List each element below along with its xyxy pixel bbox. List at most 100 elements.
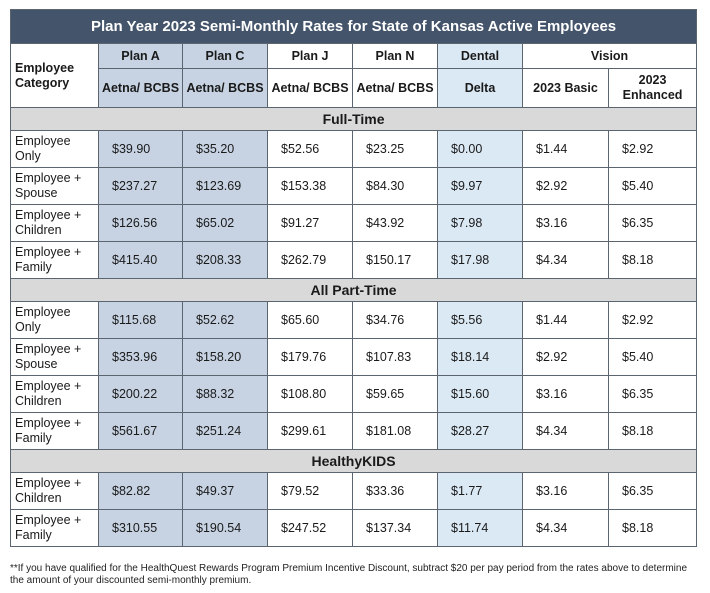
plan-c-rate: $65.02 xyxy=(182,204,268,242)
dental-rate: $0.00 xyxy=(437,130,523,168)
table-row: Employee + Children $82.82 $49.37 $79.52… xyxy=(10,472,698,510)
section-header-healthykids: HealthyKIDS xyxy=(9,449,698,473)
row-category: Employee + Children xyxy=(10,204,99,242)
plan-n-rate: $43.92 xyxy=(352,204,438,242)
plan-j-carrier: Aetna/ BCBS xyxy=(267,68,353,108)
plan-j-rate: $299.61 xyxy=(267,412,353,450)
vision-enhanced-rate: $8.18 xyxy=(607,412,698,450)
row-category: Employee Only xyxy=(10,301,99,339)
plan-a-carrier: Aetna/ BCBS xyxy=(98,68,183,108)
plan-j-rate: $179.76 xyxy=(267,338,353,376)
plan-j-header: Plan J xyxy=(267,43,353,69)
plan-c-header: Plan C xyxy=(182,43,268,69)
plan-c-rate: $190.54 xyxy=(182,509,268,547)
plan-a-header: Plan A xyxy=(98,43,183,69)
row-category: Employee + Family xyxy=(10,412,99,450)
table-row: Employee Only $115.68 $52.62 $65.60 $34.… xyxy=(10,301,698,339)
row-category: Employee + Spouse xyxy=(10,167,99,205)
dental-rate: $1.77 xyxy=(437,472,523,510)
plan-c-rate: $123.69 xyxy=(182,167,268,205)
vision-enhanced-rate: $2.92 xyxy=(607,301,698,339)
vision-enhanced-header: 2023 Enhanced xyxy=(607,68,698,108)
plan-a-rate: $561.67 xyxy=(98,412,183,450)
employee-category-header: Employee Category xyxy=(10,43,99,108)
vision-basic-rate: $4.34 xyxy=(522,509,609,547)
dental-rate: $9.97 xyxy=(437,167,523,205)
vision-enhanced-rate: $6.35 xyxy=(607,472,698,510)
plan-c-rate: $49.37 xyxy=(182,472,268,510)
plan-a-rate: $310.55 xyxy=(98,509,183,547)
vision-basic-rate: $3.16 xyxy=(522,472,609,510)
vision-header: Vision xyxy=(521,43,698,69)
dental-rate: $5.56 xyxy=(437,301,523,339)
plan-c-rate: $208.33 xyxy=(182,241,268,279)
table-title: Plan Year 2023 Semi-Monthly Rates for St… xyxy=(9,9,698,44)
plan-n-rate: $181.08 xyxy=(352,412,438,450)
plan-n-rate: $137.34 xyxy=(352,509,438,547)
table-row: Employee + Family $415.40 $208.33 $262.7… xyxy=(10,241,698,279)
vision-enhanced-rate: $2.92 xyxy=(607,130,698,168)
dental-carrier: Delta xyxy=(437,68,523,108)
plan-a-rate: $237.27 xyxy=(98,167,183,205)
plan-j-rate: $153.38 xyxy=(267,167,353,205)
plan-n-rate: $23.25 xyxy=(352,130,438,168)
vision-basic-rate: $4.34 xyxy=(522,412,609,450)
plan-j-rate: $262.79 xyxy=(267,241,353,279)
footnote: **If you have qualified for the HealthQu… xyxy=(10,563,688,586)
table-row: Employee + Spouse $353.96 $158.20 $179.7… xyxy=(10,338,698,376)
row-category: Employee Only xyxy=(10,130,99,168)
dental-rate: $18.14 xyxy=(437,338,523,376)
plan-a-rate: $39.90 xyxy=(98,130,183,168)
row-category: Employee + Children xyxy=(10,472,99,510)
vision-enhanced-rate: $5.40 xyxy=(607,167,698,205)
plan-c-rate: $158.20 xyxy=(182,338,268,376)
vision-basic-rate: $1.44 xyxy=(522,301,609,339)
plan-a-rate: $200.22 xyxy=(98,375,183,413)
vision-basic-rate: $3.16 xyxy=(522,204,609,242)
vision-basic-header: 2023 Basic xyxy=(522,68,609,108)
plan-a-rate: $126.56 xyxy=(98,204,183,242)
vision-enhanced-rate: $6.35 xyxy=(607,204,698,242)
table-row: Employee + Family $310.55 $190.54 $247.5… xyxy=(10,509,698,547)
section-header-all-part-time: All Part-Time xyxy=(9,278,698,302)
vision-basic-rate: $1.44 xyxy=(522,130,609,168)
table-row: Employee + Family $561.67 $251.24 $299.6… xyxy=(10,412,698,450)
vision-enhanced-rate: $8.18 xyxy=(607,509,698,547)
plan-n-rate: $84.30 xyxy=(352,167,438,205)
table-row: Employee + Children $126.56 $65.02 $91.2… xyxy=(10,204,698,242)
plan-a-rate: $115.68 xyxy=(98,301,183,339)
plan-c-rate: $52.62 xyxy=(182,301,268,339)
plan-a-rate: $353.96 xyxy=(98,338,183,376)
plan-n-header: Plan N xyxy=(352,43,438,69)
vision-basic-rate: $4.34 xyxy=(522,241,609,279)
plan-n-rate: $34.76 xyxy=(352,301,438,339)
plan-c-rate: $88.32 xyxy=(182,375,268,413)
plan-a-rate: $82.82 xyxy=(98,472,183,510)
dental-rate: $17.98 xyxy=(437,241,523,279)
vision-enhanced-rate: $6.35 xyxy=(607,375,698,413)
vision-basic-rate: $3.16 xyxy=(522,375,609,413)
dental-rate: $15.60 xyxy=(437,375,523,413)
plan-j-rate: $91.27 xyxy=(267,204,353,242)
plan-n-rate: $107.83 xyxy=(352,338,438,376)
plan-a-rate: $415.40 xyxy=(98,241,183,279)
plan-j-rate: $52.56 xyxy=(267,130,353,168)
dental-rate: $11.74 xyxy=(437,509,523,547)
vision-enhanced-rate: $5.40 xyxy=(607,338,698,376)
vision-basic-rate: $2.92 xyxy=(522,338,609,376)
rates-document: Plan Year 2023 Semi-Monthly Rates for St… xyxy=(9,9,698,547)
dental-rate: $28.27 xyxy=(437,412,523,450)
row-category: Employee + Family xyxy=(10,241,99,279)
plan-j-rate: $79.52 xyxy=(267,472,353,510)
table-row: Employee + Spouse $237.27 $123.69 $153.3… xyxy=(10,167,698,205)
plan-j-rate: $65.60 xyxy=(267,301,353,339)
vision-enhanced-rate: $8.18 xyxy=(607,241,698,279)
rates-table: Plan Year 2023 Semi-Monthly Rates for St… xyxy=(9,9,698,547)
dental-header: Dental xyxy=(437,43,523,69)
row-category: Employee + Children xyxy=(10,375,99,413)
table-row: Employee + Children $200.22 $88.32 $108.… xyxy=(10,375,698,413)
table-row: Employee Only $39.90 $35.20 $52.56 $23.2… xyxy=(10,130,698,168)
section-header-full-time: Full-Time xyxy=(9,107,698,131)
plan-n-rate: $59.65 xyxy=(352,375,438,413)
plan-n-rate: $150.17 xyxy=(352,241,438,279)
